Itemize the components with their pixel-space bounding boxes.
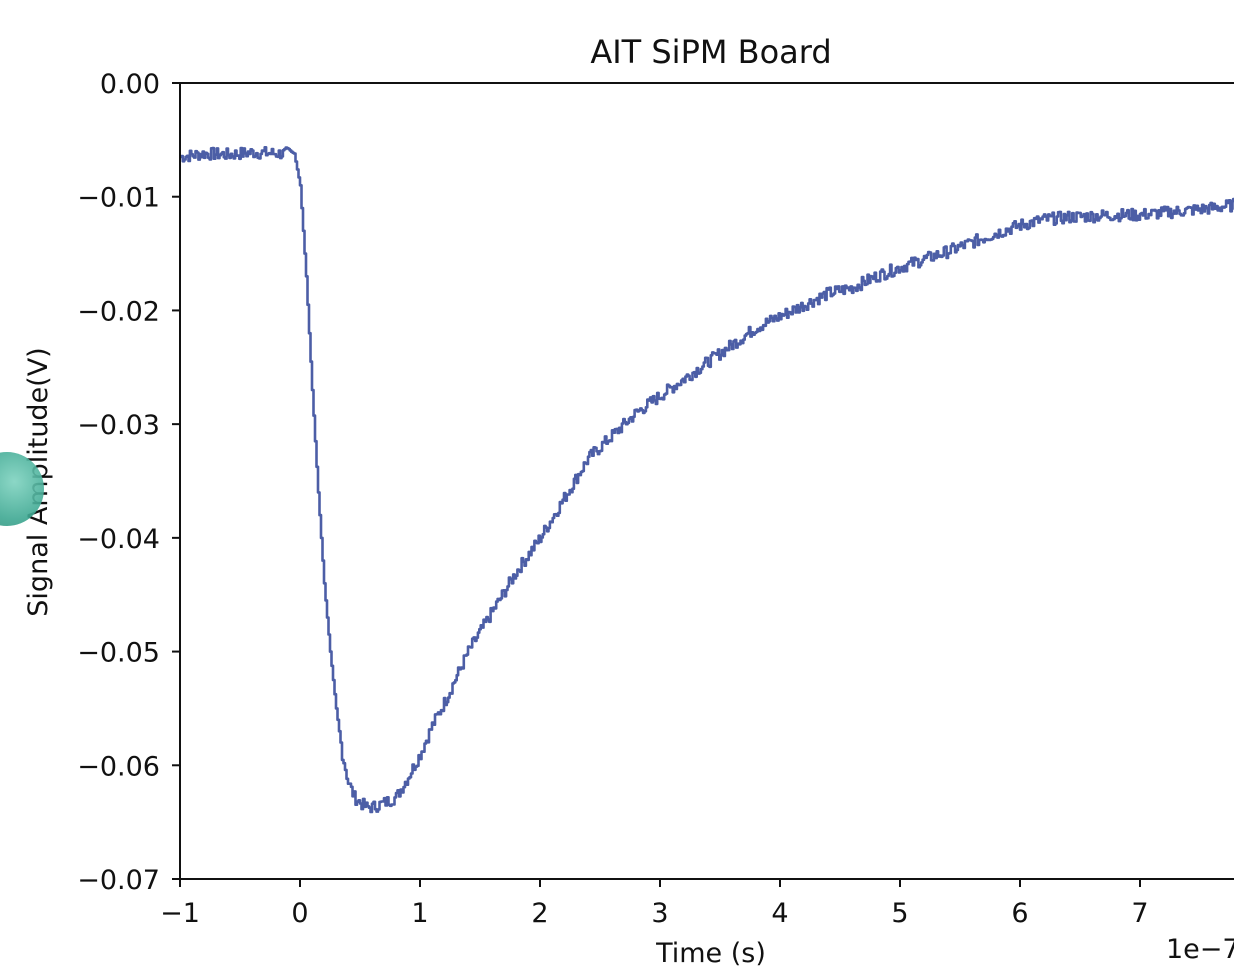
y-tick-label: −0.06 <box>77 751 160 782</box>
signal-series-line <box>180 146 1234 814</box>
y-tick-label: 0.00 <box>100 69 160 100</box>
tick-labels: −10123456780.00−0.01−0.02−0.03−0.04−0.05… <box>77 69 1148 929</box>
x-tick-label: 4 <box>771 898 788 929</box>
y-tick-label: −0.04 <box>77 524 160 555</box>
y-tick-label: −0.02 <box>77 296 160 327</box>
chart-title: AIT SiPM Board <box>590 33 831 71</box>
x-tick-label: 2 <box>531 898 548 929</box>
x-axis-offset-label: 1e−7 <box>1166 934 1234 965</box>
x-tick-label: 3 <box>651 898 668 929</box>
y-tick-label: −0.01 <box>77 183 160 214</box>
plot-frame <box>179 82 1234 880</box>
y-tick-label: −0.05 <box>77 638 160 669</box>
x-tick-label: 5 <box>891 898 908 929</box>
x-tick-label: 0 <box>291 898 308 929</box>
x-tick-label: 7 <box>1131 898 1148 929</box>
x-tick-label: 1 <box>411 898 428 929</box>
y-tick-label: −0.07 <box>77 865 160 896</box>
y-tick-label: −0.03 <box>77 410 160 441</box>
series-layer <box>180 146 1234 814</box>
x-tick-label: 6 <box>1011 898 1028 929</box>
x-tick-label: −1 <box>160 898 200 929</box>
tick-marks <box>172 82 1141 887</box>
x-axis-title: Time (s) <box>655 938 766 969</box>
